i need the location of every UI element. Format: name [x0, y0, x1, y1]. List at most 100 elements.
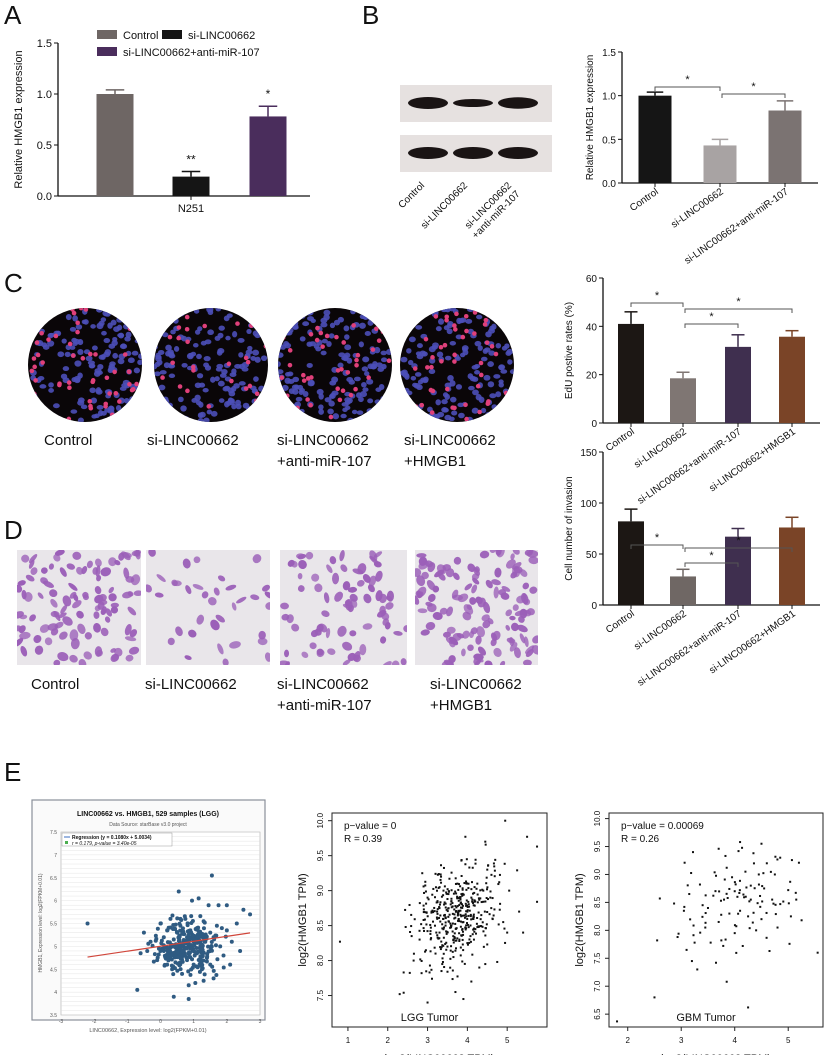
bar	[618, 521, 644, 605]
edu-image-label: si-LINC00662 +HMGB1	[404, 432, 496, 470]
x-tick-label: -2	[92, 1019, 97, 1025]
data-point	[704, 926, 707, 929]
data-point	[717, 847, 720, 850]
data-point	[218, 944, 223, 949]
data-point	[458, 938, 461, 941]
invasion-image-1	[146, 550, 270, 665]
legend-label: si-LINC00662	[188, 30, 255, 42]
edu-image-0	[28, 308, 142, 422]
data-point	[454, 905, 457, 908]
data-point	[422, 919, 425, 921]
y-tick-label: 5	[54, 944, 57, 950]
comparison-bracket	[630, 302, 684, 307]
panel-label-d: D	[4, 515, 23, 545]
data-point	[490, 907, 493, 910]
y-tick-label: 50	[586, 550, 598, 561]
x-tick-label: si-LINC00662+HMGB1	[707, 426, 798, 494]
data-point	[760, 918, 763, 921]
data-point	[402, 991, 405, 994]
x-tick-label: 2	[225, 1019, 228, 1025]
blot-band	[408, 97, 448, 109]
data-point	[398, 993, 401, 996]
data-point	[739, 909, 742, 912]
y-tick-label: 4.5	[50, 967, 57, 973]
data-point	[446, 945, 449, 948]
data-point	[698, 883, 701, 886]
chart-subtitle: Data Source: starBase v3.0 project	[109, 822, 187, 828]
y-tick-label: 0	[591, 419, 597, 430]
y-tick-label: 10.0	[593, 810, 602, 826]
data-point	[404, 925, 407, 928]
data-point	[462, 998, 465, 1001]
data-point	[800, 919, 803, 922]
data-point	[168, 916, 173, 921]
y-axis-label: log2(HMGB1 TPM)	[297, 873, 309, 966]
x-tick-label: Control	[604, 608, 637, 636]
significance-label: *	[266, 87, 271, 101]
y-tick-label: 5.5	[50, 922, 57, 928]
y-axis-label: Relative HMGB1 expression	[13, 50, 25, 188]
data-point	[418, 938, 421, 941]
significance-label: *	[709, 550, 714, 562]
data-point	[440, 970, 443, 973]
data-point	[496, 960, 499, 963]
edu-image-label: si-LINC00662	[147, 432, 239, 449]
data-point	[522, 931, 525, 934]
r-value-label: R = 0.26	[621, 834, 660, 845]
x-tick-label: 1	[192, 1019, 195, 1025]
data-point	[693, 941, 696, 944]
data-point	[452, 956, 455, 959]
significance-label: *	[736, 296, 741, 308]
y-tick-label: 1.5	[37, 38, 52, 50]
data-point	[238, 948, 243, 953]
data-point	[715, 961, 717, 964]
y-tick-label: 3.5	[50, 1013, 57, 1019]
y-tick-label: 9.0	[316, 885, 325, 897]
data-point	[797, 861, 800, 864]
data-point	[224, 928, 229, 933]
data-point	[749, 898, 752, 901]
edu-image-2	[278, 308, 392, 422]
lane-label: Control	[397, 180, 428, 211]
data-point	[426, 896, 429, 899]
significance-label: *	[655, 532, 660, 544]
x-tick-label: 2	[386, 1036, 391, 1045]
y-tick-label: 60	[586, 274, 598, 285]
x-tick-label: 5	[505, 1036, 510, 1045]
significance-label: *	[685, 74, 690, 86]
data-point	[536, 845, 539, 848]
invasion-image-label: si-LINC00662 +anti-miR-107	[277, 676, 372, 714]
data-point	[428, 971, 431, 974]
bar	[638, 95, 672, 183]
y-tick-label: 9.5	[593, 840, 602, 852]
data-point	[498, 881, 501, 884]
data-point	[725, 980, 728, 983]
x-tick-label: si-LINC00662	[669, 186, 726, 230]
data-point	[208, 930, 213, 935]
data-point	[234, 921, 239, 926]
x-tick-label: Control	[628, 186, 661, 214]
bar	[249, 116, 287, 196]
significance-label: *	[751, 81, 756, 93]
y-tick-label: 1.0	[37, 89, 52, 101]
blot-band	[498, 147, 538, 159]
bar	[618, 323, 644, 423]
bar	[172, 176, 210, 196]
data-point	[741, 944, 744, 947]
comparison-bracket	[684, 308, 793, 313]
y-tick-label: 8.0	[316, 954, 325, 966]
data-point	[484, 963, 487, 966]
data-point	[448, 877, 451, 880]
data-point	[474, 928, 477, 931]
data-point	[691, 851, 694, 854]
x-axis-label: log2(LINC00662 TPM)	[385, 1053, 495, 1055]
data-point	[422, 885, 425, 888]
y-tick-label: 0.5	[602, 135, 616, 146]
plot-frame	[331, 812, 548, 1028]
data-point	[504, 819, 507, 822]
data-point	[206, 903, 211, 908]
data-point	[518, 910, 521, 913]
data-point	[480, 914, 483, 917]
x-axis-label: log2(LINC00662 TPM)	[661, 1053, 771, 1055]
bar	[670, 576, 696, 605]
